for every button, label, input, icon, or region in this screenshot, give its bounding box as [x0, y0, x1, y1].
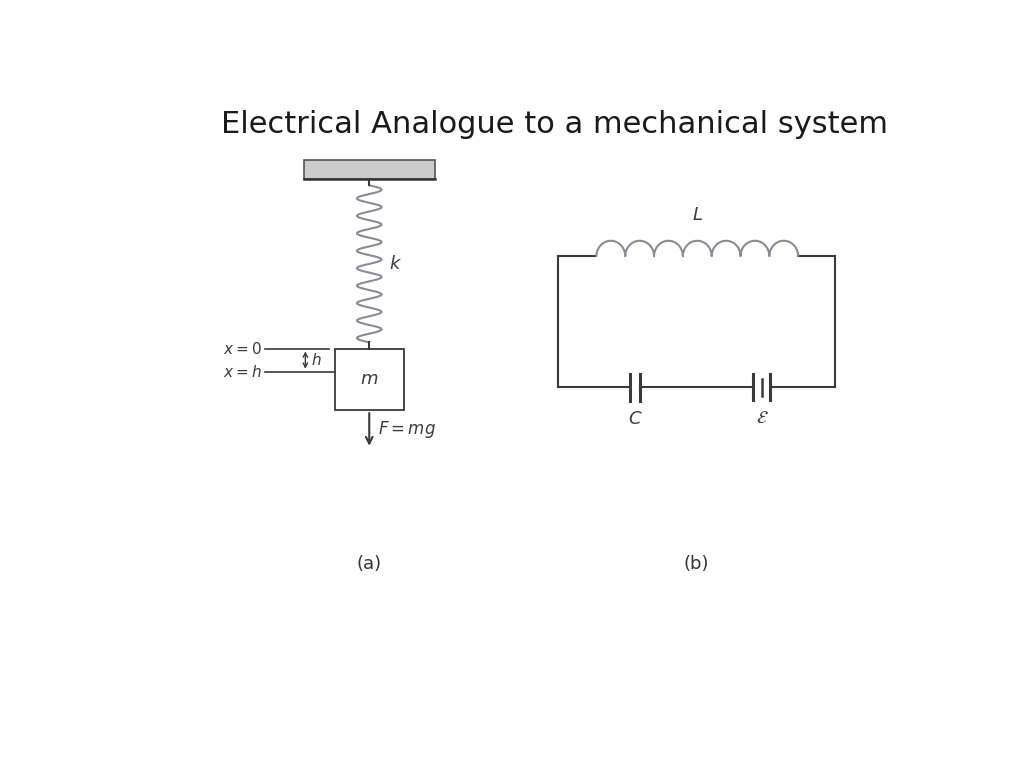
Bar: [335, 349, 403, 410]
Text: $F = mg$: $F = mg$: [379, 419, 436, 440]
Text: (a): (a): [356, 555, 382, 573]
Bar: [304, 160, 435, 179]
Text: $C$: $C$: [628, 410, 642, 428]
Text: $m$: $m$: [360, 370, 379, 389]
Text: $x = 0$: $x = 0$: [223, 340, 262, 356]
Text: $L$: $L$: [692, 206, 702, 223]
Text: $\mathcal{E}$: $\mathcal{E}$: [756, 409, 768, 428]
Text: $h$: $h$: [310, 352, 322, 368]
Text: $x = h$: $x = h$: [223, 364, 262, 379]
Text: (b): (b): [684, 555, 710, 573]
Text: $k$: $k$: [388, 255, 401, 273]
Text: Electrical Analogue to a mechanical system: Electrical Analogue to a mechanical syst…: [220, 110, 888, 139]
